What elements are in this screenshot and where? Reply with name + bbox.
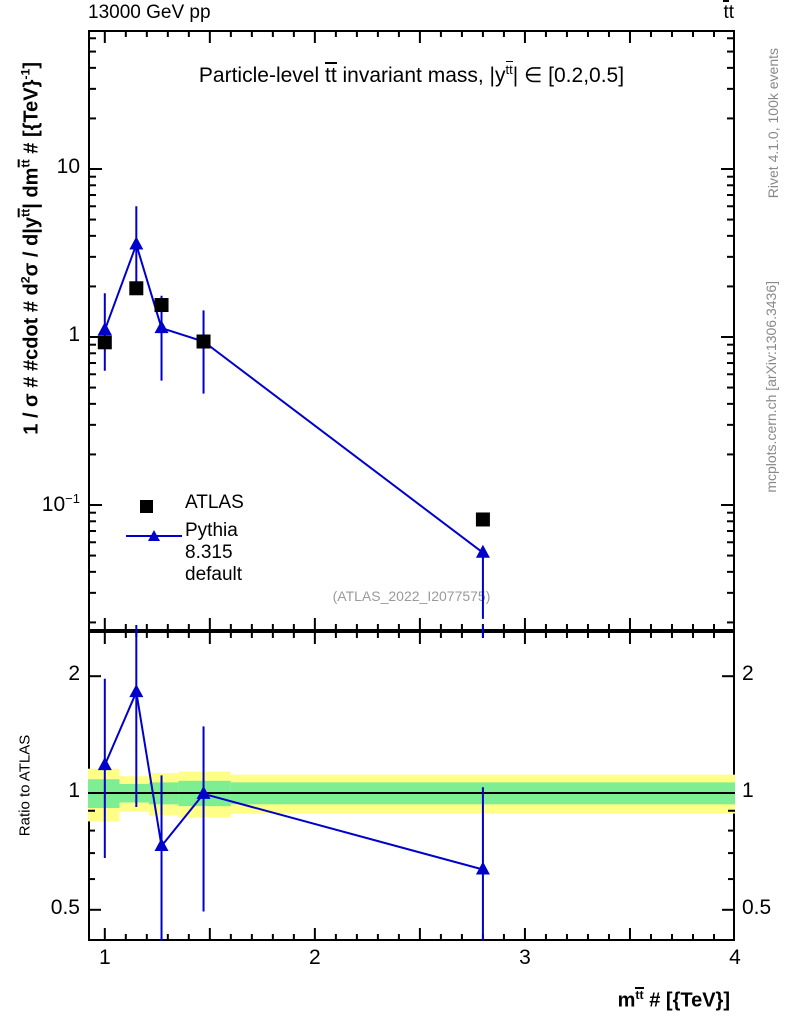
ratio-marker: [97, 757, 112, 771]
ratio-y-tick-label-right: 0.5: [742, 895, 772, 919]
pythia-marker: [154, 320, 169, 334]
analysis-id-watermark: (ATLAS_2022_I2077575): [332, 588, 491, 604]
main-plot-frame: [88, 30, 735, 631]
main-y-tick-label: 10: [56, 155, 80, 178]
atlas-marker: [475, 512, 490, 527]
atlas-marker: [196, 334, 211, 349]
main-y-tick-label: 10−1: [41, 491, 80, 516]
ratio-y-tick-label-left: 1: [68, 779, 80, 802]
pythia-marker: [97, 322, 112, 336]
title-text-middle: invariant mass, |y: [336, 64, 506, 87]
x-tick-label: 4: [729, 946, 741, 969]
pythia-marker: [129, 236, 144, 250]
ratio-y-tick-label-left: 2: [68, 662, 80, 686]
title-text-after: | ∈ [0.2,0.5]: [512, 64, 625, 87]
pythia-line: [103, 241, 484, 554]
atlas-marker: [154, 298, 169, 313]
ratio-y-tick-label-right: 2: [742, 662, 754, 686]
atlas-marker: [129, 281, 144, 296]
legend-label-pythia: Pythia 8.315 default: [185, 520, 243, 585]
ratio-marker: [154, 838, 169, 852]
beam-energy-label: 13000 GeV pp: [88, 2, 211, 23]
triangle-marker-icon: [126, 530, 182, 541]
ratio-y-tick-label-right: 1: [742, 779, 754, 802]
atlas-marker: [97, 335, 112, 350]
ratio-y-tick-label-left: 0.5: [50, 895, 80, 919]
legend-label-atlas: ATLAS: [185, 492, 244, 513]
x-axis-label: mt t # [{TeV}]: [617, 987, 730, 1012]
ratio-marker: [475, 861, 490, 875]
title-text-before: Particle-level: [198, 64, 325, 87]
ratio-marker: [196, 785, 211, 799]
square-marker-icon: [140, 500, 153, 513]
x-tick-label: 2: [309, 946, 321, 969]
pythia-marker: [475, 544, 490, 558]
ratio-marker: [129, 684, 144, 698]
main-y-tick-label: 1: [68, 323, 80, 346]
x-tick-label: 3: [519, 946, 531, 969]
x-tick-label: 1: [98, 946, 111, 969]
